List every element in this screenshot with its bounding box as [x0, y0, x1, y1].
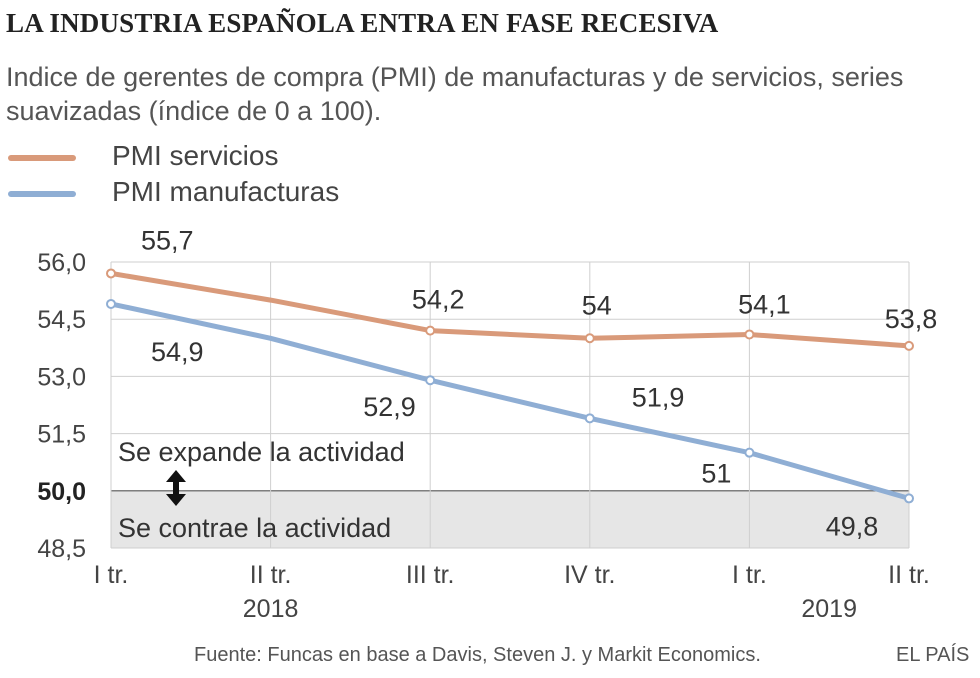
y-tick-label: 54,5 — [37, 306, 86, 334]
data-label: 52,9 — [363, 392, 416, 422]
series-line-0 — [108, 270, 912, 349]
data-label: 54 — [582, 290, 612, 320]
data-point — [425, 375, 436, 386]
y-tick-label: 48,5 — [37, 535, 86, 563]
legend-label-manufacturas: PMI manufacturas — [112, 176, 340, 207]
double-arrow-icon — [166, 470, 186, 506]
y-tick-label: 50,0 — [37, 478, 86, 506]
series-line-1 — [108, 301, 912, 501]
data-label: 54,2 — [412, 285, 465, 315]
legend-swatch-servicios — [8, 155, 76, 161]
data-point — [425, 325, 436, 336]
x-tick-label: II tr. — [888, 561, 930, 589]
data-point — [904, 340, 914, 351]
data-point — [106, 298, 116, 309]
source-note: Fuente: Funcas en base a Davis, Steven J… — [194, 644, 761, 666]
y-tick-label: 53,0 — [37, 363, 86, 391]
data-label: 55,7 — [141, 225, 194, 255]
data-label: 54,9 — [151, 337, 204, 367]
data-point — [584, 333, 595, 344]
chart-title: LA INDUSTRIA ESPAÑOLA ENTRA EN FASE RECE… — [6, 8, 719, 38]
data-point — [584, 413, 595, 424]
x-tick-label: III tr. — [406, 561, 455, 589]
x-year-label: 2019 — [801, 595, 857, 623]
x-tick-label: I tr. — [94, 561, 129, 589]
annotation-expands: Se expande la actividad — [118, 437, 405, 467]
x-year-label: 2018 — [243, 595, 299, 623]
legend-label-servicios: PMI servicios — [112, 140, 279, 171]
x-tick-label: II tr. — [250, 561, 292, 589]
legend-swatch-manufacturas — [8, 191, 76, 197]
data-point — [744, 329, 755, 340]
x-tick-label: IV tr. — [564, 561, 615, 589]
data-label: 54,1 — [738, 289, 791, 319]
data-point — [744, 447, 755, 458]
contraction-zone — [111, 490, 909, 548]
data-label: 49,8 — [826, 511, 879, 541]
annotation-contracts: Se contrae la actividad — [118, 513, 391, 543]
data-label: 51 — [701, 459, 731, 489]
x-tick-label: I tr. — [732, 561, 767, 589]
brand-logo: EL PAÍS — [896, 644, 970, 666]
chart-subtitle: Indice de gerentes de compra (PMI) de ma… — [6, 62, 904, 126]
data-point — [904, 493, 914, 504]
y-tick-label: 51,5 — [37, 421, 86, 449]
y-tick-label: 56,0 — [37, 249, 86, 277]
data-point — [106, 268, 116, 279]
data-label: 51,9 — [632, 382, 685, 412]
data-label: 53,8 — [885, 304, 938, 334]
